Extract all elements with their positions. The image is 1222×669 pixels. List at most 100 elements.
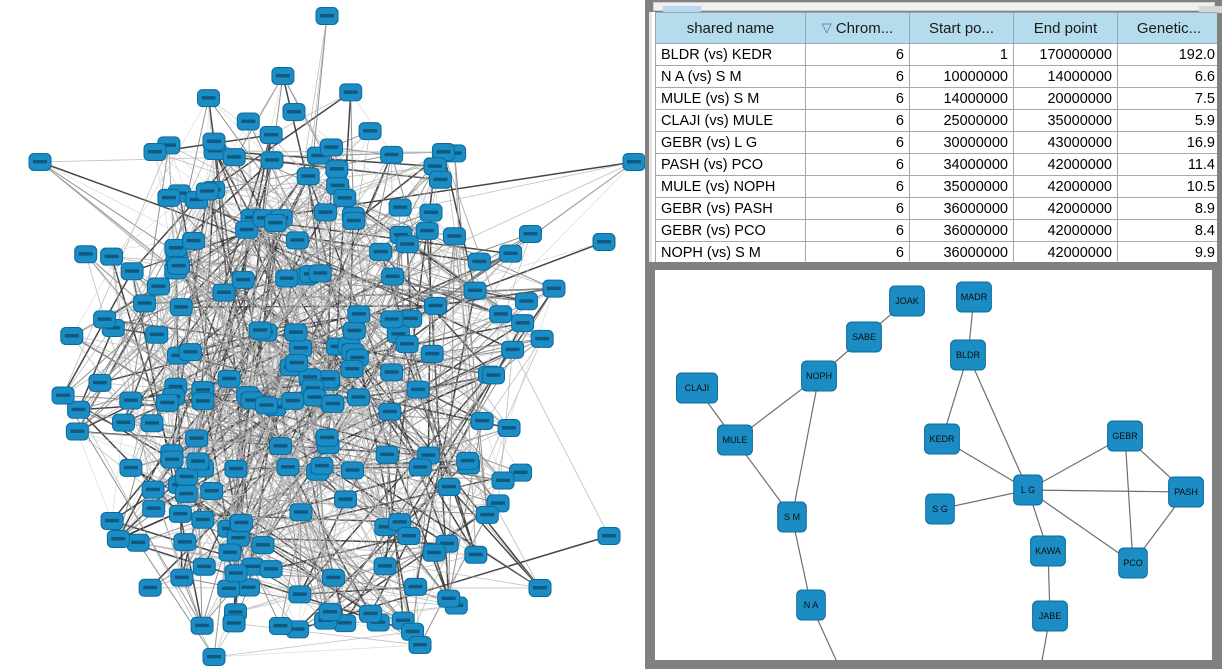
network-edge[interactable] [180, 362, 298, 515]
network-edge[interactable] [296, 239, 436, 307]
network-edge[interactable] [389, 161, 635, 413]
cell-genetic[interactable]: 192.0 [1117, 43, 1217, 66]
cell-start_point[interactable]: 34000000 [909, 153, 1014, 176]
network-edge[interactable] [327, 444, 371, 615]
cell-shared_name[interactable]: CLAJI (vs) MULE [655, 109, 806, 132]
network-edge[interactable] [326, 374, 490, 439]
network-edge[interactable] [235, 239, 298, 613]
cell-start_point[interactable]: 30000000 [909, 131, 1014, 154]
network-edge[interactable] [333, 374, 490, 579]
cell-start_point[interactable]: 14000000 [909, 87, 1014, 110]
network-edge[interactable] [131, 270, 386, 567]
network-edge[interactable] [252, 566, 281, 627]
cell-shared_name[interactable]: GEBR (vs) L G [655, 131, 806, 154]
network-edge[interactable] [213, 141, 329, 380]
network-edge[interactable] [185, 493, 386, 567]
table-row[interactable]: PASH (vs) PCO 6 34000000 42000000 11.4 [655, 153, 1217, 176]
cell-shared_name[interactable]: PASH (vs) PCO [655, 153, 806, 176]
network-edge[interactable] [262, 427, 510, 546]
table-row[interactable]: CLAJI (vs) MULE 6 25000000 35000000 5.9 [655, 109, 1217, 132]
cell-chromosome[interactable]: 6 [805, 131, 910, 154]
network-edge[interactable] [156, 334, 410, 537]
cell-genetic[interactable]: 7.5 [1117, 87, 1217, 110]
network-edge[interactable] [112, 327, 401, 523]
network-edge[interactable] [208, 97, 494, 376]
cell-start_point[interactable]: 1 [909, 43, 1014, 66]
network-node-bldr[interactable]: BLDR [950, 339, 986, 371]
cell-start_point[interactable]: 35000000 [909, 175, 1014, 198]
network-edge[interactable] [453, 235, 488, 516]
network-node-l-g[interactable]: L G [1013, 474, 1043, 506]
network-edge[interactable] [85, 253, 334, 579]
cell-start_point[interactable]: 25000000 [909, 109, 1014, 132]
network-edge[interactable] [62, 270, 133, 397]
table-frame[interactable]: shared name ▽ Chrom... Start po... End po… [649, 12, 1217, 265]
network-edge[interactable] [275, 222, 288, 279]
network-edge[interactable] [265, 332, 414, 633]
edge-attribute-table[interactable]: shared name ▽ Chrom... Start po... End po… [655, 12, 1217, 264]
network-edge[interactable] [130, 347, 301, 469]
network-edge[interactable] [175, 97, 209, 249]
cell-genetic[interactable]: 5.9 [1117, 109, 1217, 132]
horizontal-scrollbar-thumb[interactable] [663, 6, 701, 13]
network-edge[interactable] [419, 514, 488, 646]
network-edge[interactable] [186, 134, 272, 478]
network-edge[interactable] [358, 313, 477, 556]
cell-chromosome[interactable]: 6 [805, 87, 910, 110]
network-edge[interactable] [178, 355, 414, 633]
network-edge[interactable] [280, 166, 436, 219]
network-edge[interactable] [358, 241, 605, 315]
table-row[interactable]: GEBR (vs) PASH 6 36000000 42000000 8.9 [655, 197, 1217, 220]
network-edge[interactable] [130, 207, 401, 401]
network-edge[interactable] [202, 389, 477, 556]
network-edge[interactable] [130, 144, 170, 401]
network-edge[interactable] [270, 396, 359, 570]
network-edge[interactable] [39, 156, 235, 163]
network-edge[interactable] [454, 152, 488, 516]
network-edge[interactable] [419, 300, 527, 468]
network-edge[interactable] [317, 471, 331, 613]
network-node-s-g[interactable]: S G [925, 493, 955, 525]
network-edge[interactable] [154, 151, 321, 274]
cell-genetic[interactable]: 11.4 [1117, 153, 1217, 176]
network-node-pash[interactable]: PASH [1168, 476, 1204, 508]
cell-genetic[interactable]: 6.6 [1117, 65, 1217, 88]
column-header-start-point[interactable]: Start po... [909, 12, 1014, 44]
network-edge[interactable] [62, 144, 170, 396]
network-edge[interactable] [297, 343, 408, 630]
cell-start_point[interactable]: 36000000 [909, 197, 1014, 220]
network-edge[interactable] [166, 402, 421, 646]
cell-start_point[interactable]: 36000000 [909, 241, 1014, 264]
network-edge[interactable] [111, 156, 235, 258]
cell-shared_name[interactable]: BLDR (vs) KEDR [655, 43, 806, 66]
network-edge[interactable] [228, 147, 332, 380]
network-edge[interactable] [241, 290, 476, 524]
network-edge[interactable] [233, 622, 421, 646]
network-edge[interactable] [151, 422, 183, 578]
cell-genetic[interactable]: 8.9 [1117, 197, 1217, 220]
table-row[interactable]: MULE (vs) NOPH 6 35000000 42000000 10.5 [655, 175, 1217, 198]
cell-end_point[interactable]: 20000000 [1013, 87, 1118, 110]
network-node-noph[interactable]: NOPH [801, 360, 837, 392]
network-edge[interactable] [296, 239, 330, 382]
cell-chromosome[interactable]: 6 [805, 65, 910, 88]
network-edge[interactable] [137, 542, 215, 658]
cell-chromosome[interactable]: 6 [805, 175, 910, 198]
network-edge[interactable] [130, 258, 178, 469]
cell-chromosome[interactable]: 6 [805, 153, 910, 176]
network-edge[interactable] [352, 351, 541, 589]
cell-chromosome[interactable]: 6 [805, 219, 910, 242]
cell-end_point[interactable]: 42000000 [1013, 241, 1118, 264]
network-edge[interactable] [292, 154, 393, 402]
network-edge[interactable] [111, 256, 155, 509]
network-edge[interactable] [99, 130, 371, 384]
network-node-jabe[interactable]: JABE [1032, 600, 1068, 632]
network-edge[interactable] [175, 247, 326, 622]
network-edge[interactable] [296, 239, 412, 320]
network-edge[interactable] [791, 375, 820, 518]
network-edge[interactable] [245, 229, 481, 263]
network-edge[interactable] [62, 217, 265, 396]
cell-start_point[interactable]: 36000000 [909, 219, 1014, 242]
